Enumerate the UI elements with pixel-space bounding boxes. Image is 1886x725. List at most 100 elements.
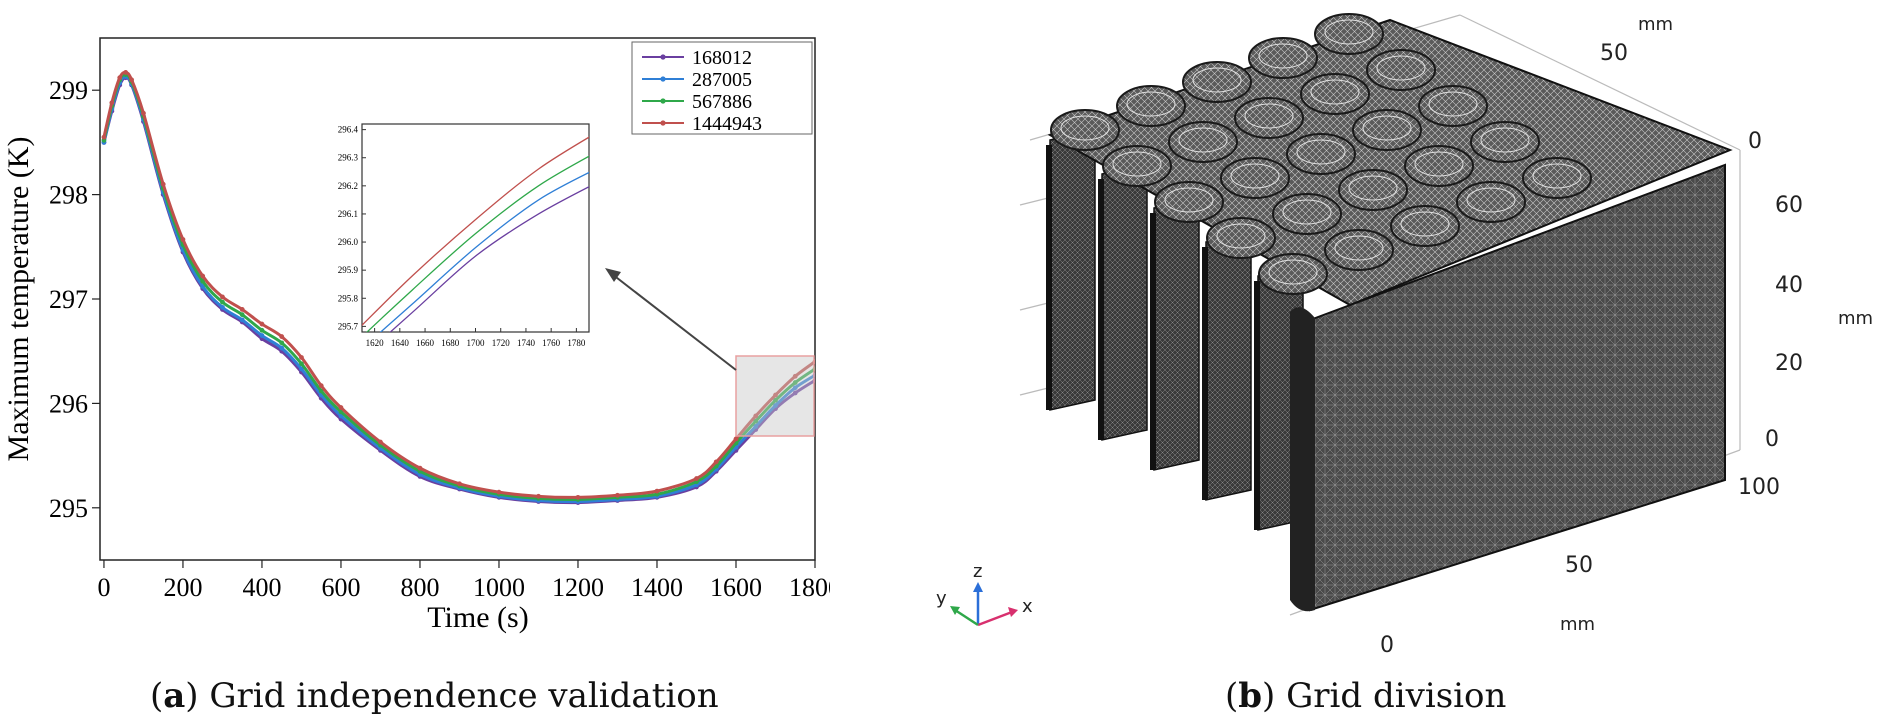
y-tick-label: 297 [49,285,88,314]
legend-label: 168012 [692,47,752,69]
cell-top-highlight [1060,115,1110,141]
cell-top-highlight [1268,259,1318,285]
series-point-1444943 [259,321,265,327]
y-tick-50: 50 [1600,41,1628,66]
z-tick-0: 0 [1765,427,1779,452]
series-point-1444943 [109,100,115,106]
legend-marker [660,76,666,82]
zoom-arrow [611,273,737,371]
inset-y-tick-label: 295.9 [338,265,359,275]
series-point-1444943 [615,492,620,498]
inset-x-tick-label: 1760 [542,338,561,348]
x-tick-50: 50 [1565,553,1593,578]
cell-top-highlight [1324,19,1374,45]
y-tick-label: 296 [49,389,88,418]
cell-gap-strip [1046,145,1052,410]
x-tick-label: 1800 [789,573,830,602]
cell-top-highlight [1400,211,1450,237]
series-point-567886 [299,361,304,367]
x-tick-100: 100 [1738,475,1780,500]
battery-module-mesh [1046,13,1733,612]
series-point-1444943 [417,465,423,471]
inset-x-tick-label: 1720 [492,338,511,348]
series-point-1444943 [694,476,699,481]
triad-z-label: z [973,561,982,582]
cell-top-highlight [1282,199,1332,225]
cell-top-highlight [1348,175,1398,201]
cell-top-highlight [1414,151,1464,177]
x-tick-label: 0 [97,573,110,602]
series-point-1444943 [200,273,206,279]
cell-top-highlight [1178,127,1228,153]
legend-marker [660,54,666,60]
cell-top-highlight [1532,163,1582,189]
cell-top-highlight [1244,103,1294,129]
caption-a-text: Grid independence validation [209,676,719,716]
x-tick-label: 1400 [631,573,683,602]
inset-y-tick-label: 296.0 [338,237,359,247]
series-point-567886 [753,418,759,424]
cell-gap-strip [1202,247,1208,500]
series-point-1444943 [299,355,304,360]
z-tick-60: 60 [1775,193,1803,218]
caption-b-text: Grid division [1286,676,1507,716]
inset-y-tick-label: 296.1 [338,209,358,219]
cell-top-highlight [1230,163,1280,189]
inset-y-tick-label: 295.8 [338,293,359,303]
cell-top-highlight [1126,91,1176,117]
x-tick-label: 600 [321,573,360,602]
series-point-1444943 [378,439,383,445]
series-point-1444943 [279,334,285,339]
legend-label: 287005 [692,69,752,91]
zoom-arrow-head [605,268,621,282]
cell-gap-strip [1150,213,1156,470]
x-tick-0: 0 [1380,633,1394,658]
inset-series-line-567886 [366,155,589,332]
series-point-287005 [792,385,798,391]
cell-top-highlight [1112,151,1162,177]
series-point-567886 [279,340,285,346]
inset-series-line-1444943 [362,136,589,327]
y-tick-0: 0 [1748,129,1762,154]
axis-3d-labels: mm 50 0 60 40 mm 20 0 100 50 mm 0 [1380,14,1873,658]
cell-column-mesh [1205,231,1252,501]
inset-plot: 1620 1640 1660 1680 1700 1720 1740 1760 1780 295… [338,123,590,348]
inset-x-tick-label: 1680 [441,338,460,348]
inset-x-tick-label: 1700 [467,338,486,348]
cell-top-highlight [1428,91,1478,117]
series-point-1444943 [129,77,135,83]
series-point-1444943 [792,373,798,379]
series-point-1444943 [457,481,462,487]
series-point-1444943 [117,75,123,81]
x-tick-label: 1000 [473,573,525,602]
grid-independence-chart: 0 200 400 600 800 1000 1200 1400 1600 1800 295 296… [2,37,830,634]
series-point-1444943 [318,383,324,389]
cell-gap-strip [1098,179,1104,440]
cell-top-highlight [1164,187,1214,213]
series-point-1444943 [773,392,778,398]
caption-b-letter: b [1238,676,1263,716]
x-tick-label: 400 [242,573,281,602]
legend-marker [660,120,666,126]
inset-x-tick-label: 1740 [517,338,536,348]
series-point-287005 [239,317,245,323]
series-point-1444943 [496,489,502,495]
inset-y-tick-label: 296.2 [338,181,358,191]
x-unit-label: mm [1560,614,1595,635]
z-unit-label: mm [1838,308,1873,329]
cell-top-highlight [1216,223,1266,249]
series-point-1444943 [713,459,719,465]
cell-top-highlight [1192,67,1242,93]
cell-top-highlight [1334,235,1384,261]
cell-top-highlight [1258,43,1308,69]
series-point-1444943 [141,110,146,116]
legend-label: 1444943 [692,113,762,135]
series-point-287005 [259,333,265,338]
series-point-287005 [220,304,225,310]
zoom-region-box [735,355,815,437]
series-point-1444943 [536,493,541,499]
x-tick-label: 200 [163,573,202,602]
series-point-287005 [753,423,759,429]
inset-y-tick-label: 296.3 [338,153,359,163]
